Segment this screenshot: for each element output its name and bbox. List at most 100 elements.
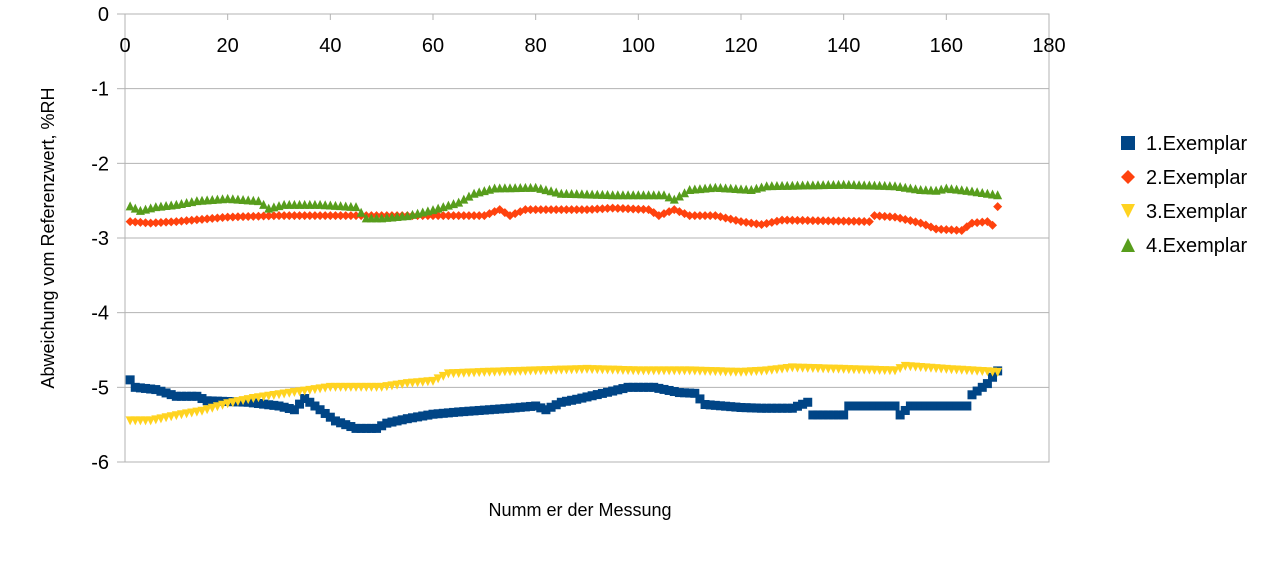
series-1-point <box>253 399 263 409</box>
series-3-point <box>207 403 217 413</box>
series-1-point <box>561 396 571 406</box>
series-2-point <box>223 212 233 222</box>
y-tick-label-5: -5 <box>91 377 109 399</box>
series-1-point <box>141 383 151 393</box>
series-2-point <box>197 214 207 224</box>
series-2-point <box>638 204 648 214</box>
series-2-point <box>269 211 279 221</box>
series-3-point <box>895 364 905 374</box>
series-1-point <box>782 403 792 413</box>
series-2-point <box>520 205 530 215</box>
series-2-point <box>176 216 186 226</box>
series-1-point <box>757 403 767 413</box>
y-tick-label-4: -4 <box>91 303 109 325</box>
series-1-point <box>603 387 613 397</box>
series-1-point <box>279 402 289 412</box>
series-2-point <box>828 216 838 226</box>
series-3-point <box>202 405 212 415</box>
series-2-point <box>808 216 818 226</box>
series-1-point <box>623 382 633 392</box>
series-2-point <box>823 216 833 226</box>
series-1-point <box>834 410 844 420</box>
series-1-point <box>700 400 710 410</box>
series-2-point <box>844 216 854 226</box>
series-1-point <box>531 401 541 411</box>
series-2-point <box>141 218 151 228</box>
legend-label-3: 3.Exemplar <box>1146 201 1247 223</box>
series-1-point <box>320 408 330 418</box>
series-4-point <box>993 190 1003 200</box>
series-2-point <box>551 205 561 215</box>
series-1-point <box>654 383 664 393</box>
series-2-point <box>259 211 269 221</box>
y-tick-label-0: 0 <box>98 4 109 26</box>
legend-label-4: 4.Exemplar <box>1146 235 1247 257</box>
series-2-point <box>156 217 166 227</box>
series-1-point <box>438 408 448 418</box>
series-1-point <box>669 387 679 397</box>
series-4-point <box>253 196 263 206</box>
series-1-point <box>464 406 474 416</box>
legend-item-4: 4.Exemplar <box>1121 235 1247 257</box>
series-3-point <box>228 398 238 408</box>
series-4-point <box>659 190 669 200</box>
series-1-point <box>916 401 926 411</box>
series-1-point <box>628 382 638 392</box>
series-1-point <box>859 401 869 411</box>
series-2-point <box>690 211 700 221</box>
series-1-point <box>731 402 741 412</box>
series-2-point <box>166 217 176 227</box>
series-1-point <box>946 401 956 411</box>
series-1-point <box>839 410 849 420</box>
series-2-point <box>146 218 156 228</box>
series-1-point <box>274 401 284 411</box>
series-1-point <box>592 390 602 400</box>
series-1-point <box>982 379 992 389</box>
series-4-point <box>464 191 474 201</box>
series-2-point <box>228 212 238 222</box>
series-2-point <box>341 211 351 221</box>
x-tick-label-7: 140 <box>827 35 860 57</box>
series-1-point <box>264 400 274 410</box>
series-2-point <box>125 217 135 227</box>
series-2-point <box>556 205 566 215</box>
series-2-point <box>315 211 325 221</box>
legend-item-2: 2.Exemplar <box>1121 167 1247 189</box>
series-1-point <box>366 423 376 433</box>
x-tick-label-3: 60 <box>422 35 444 57</box>
series-2-point <box>885 212 895 222</box>
series-1-point <box>202 396 212 406</box>
series-2-point <box>187 215 197 225</box>
series-1-point <box>418 411 428 421</box>
series-2-point <box>469 211 479 221</box>
series-4-point <box>541 185 551 195</box>
series-3-point <box>156 414 166 424</box>
series-2-point <box>685 211 695 221</box>
series-2-point <box>192 215 202 225</box>
series-1-point <box>556 397 566 407</box>
series-2-point <box>438 211 448 221</box>
series-1-point <box>664 385 674 395</box>
series-2-point <box>695 211 705 221</box>
series-2-point <box>474 211 484 221</box>
series-1-point <box>849 401 859 411</box>
x-axis-label: Numm er der Messung <box>488 500 671 520</box>
series-2-point <box>218 213 228 223</box>
series-2-point <box>977 217 987 227</box>
series-2-point <box>623 204 633 214</box>
series-1-point <box>284 403 294 413</box>
series-1-point <box>156 386 166 396</box>
series-2-point <box>212 213 222 223</box>
series-1-point <box>741 403 751 413</box>
y-tick-label-1: -1 <box>91 79 109 101</box>
series-1-point <box>787 403 797 413</box>
series-2-point <box>459 211 469 221</box>
data-points <box>125 179 1003 433</box>
series-1-point <box>633 382 643 392</box>
series-1-point <box>125 375 135 385</box>
series-1-point <box>469 406 479 416</box>
series-3-point <box>166 412 176 422</box>
series-1-point <box>905 401 915 411</box>
series-2-point <box>988 220 998 230</box>
series-2-point <box>351 211 361 221</box>
